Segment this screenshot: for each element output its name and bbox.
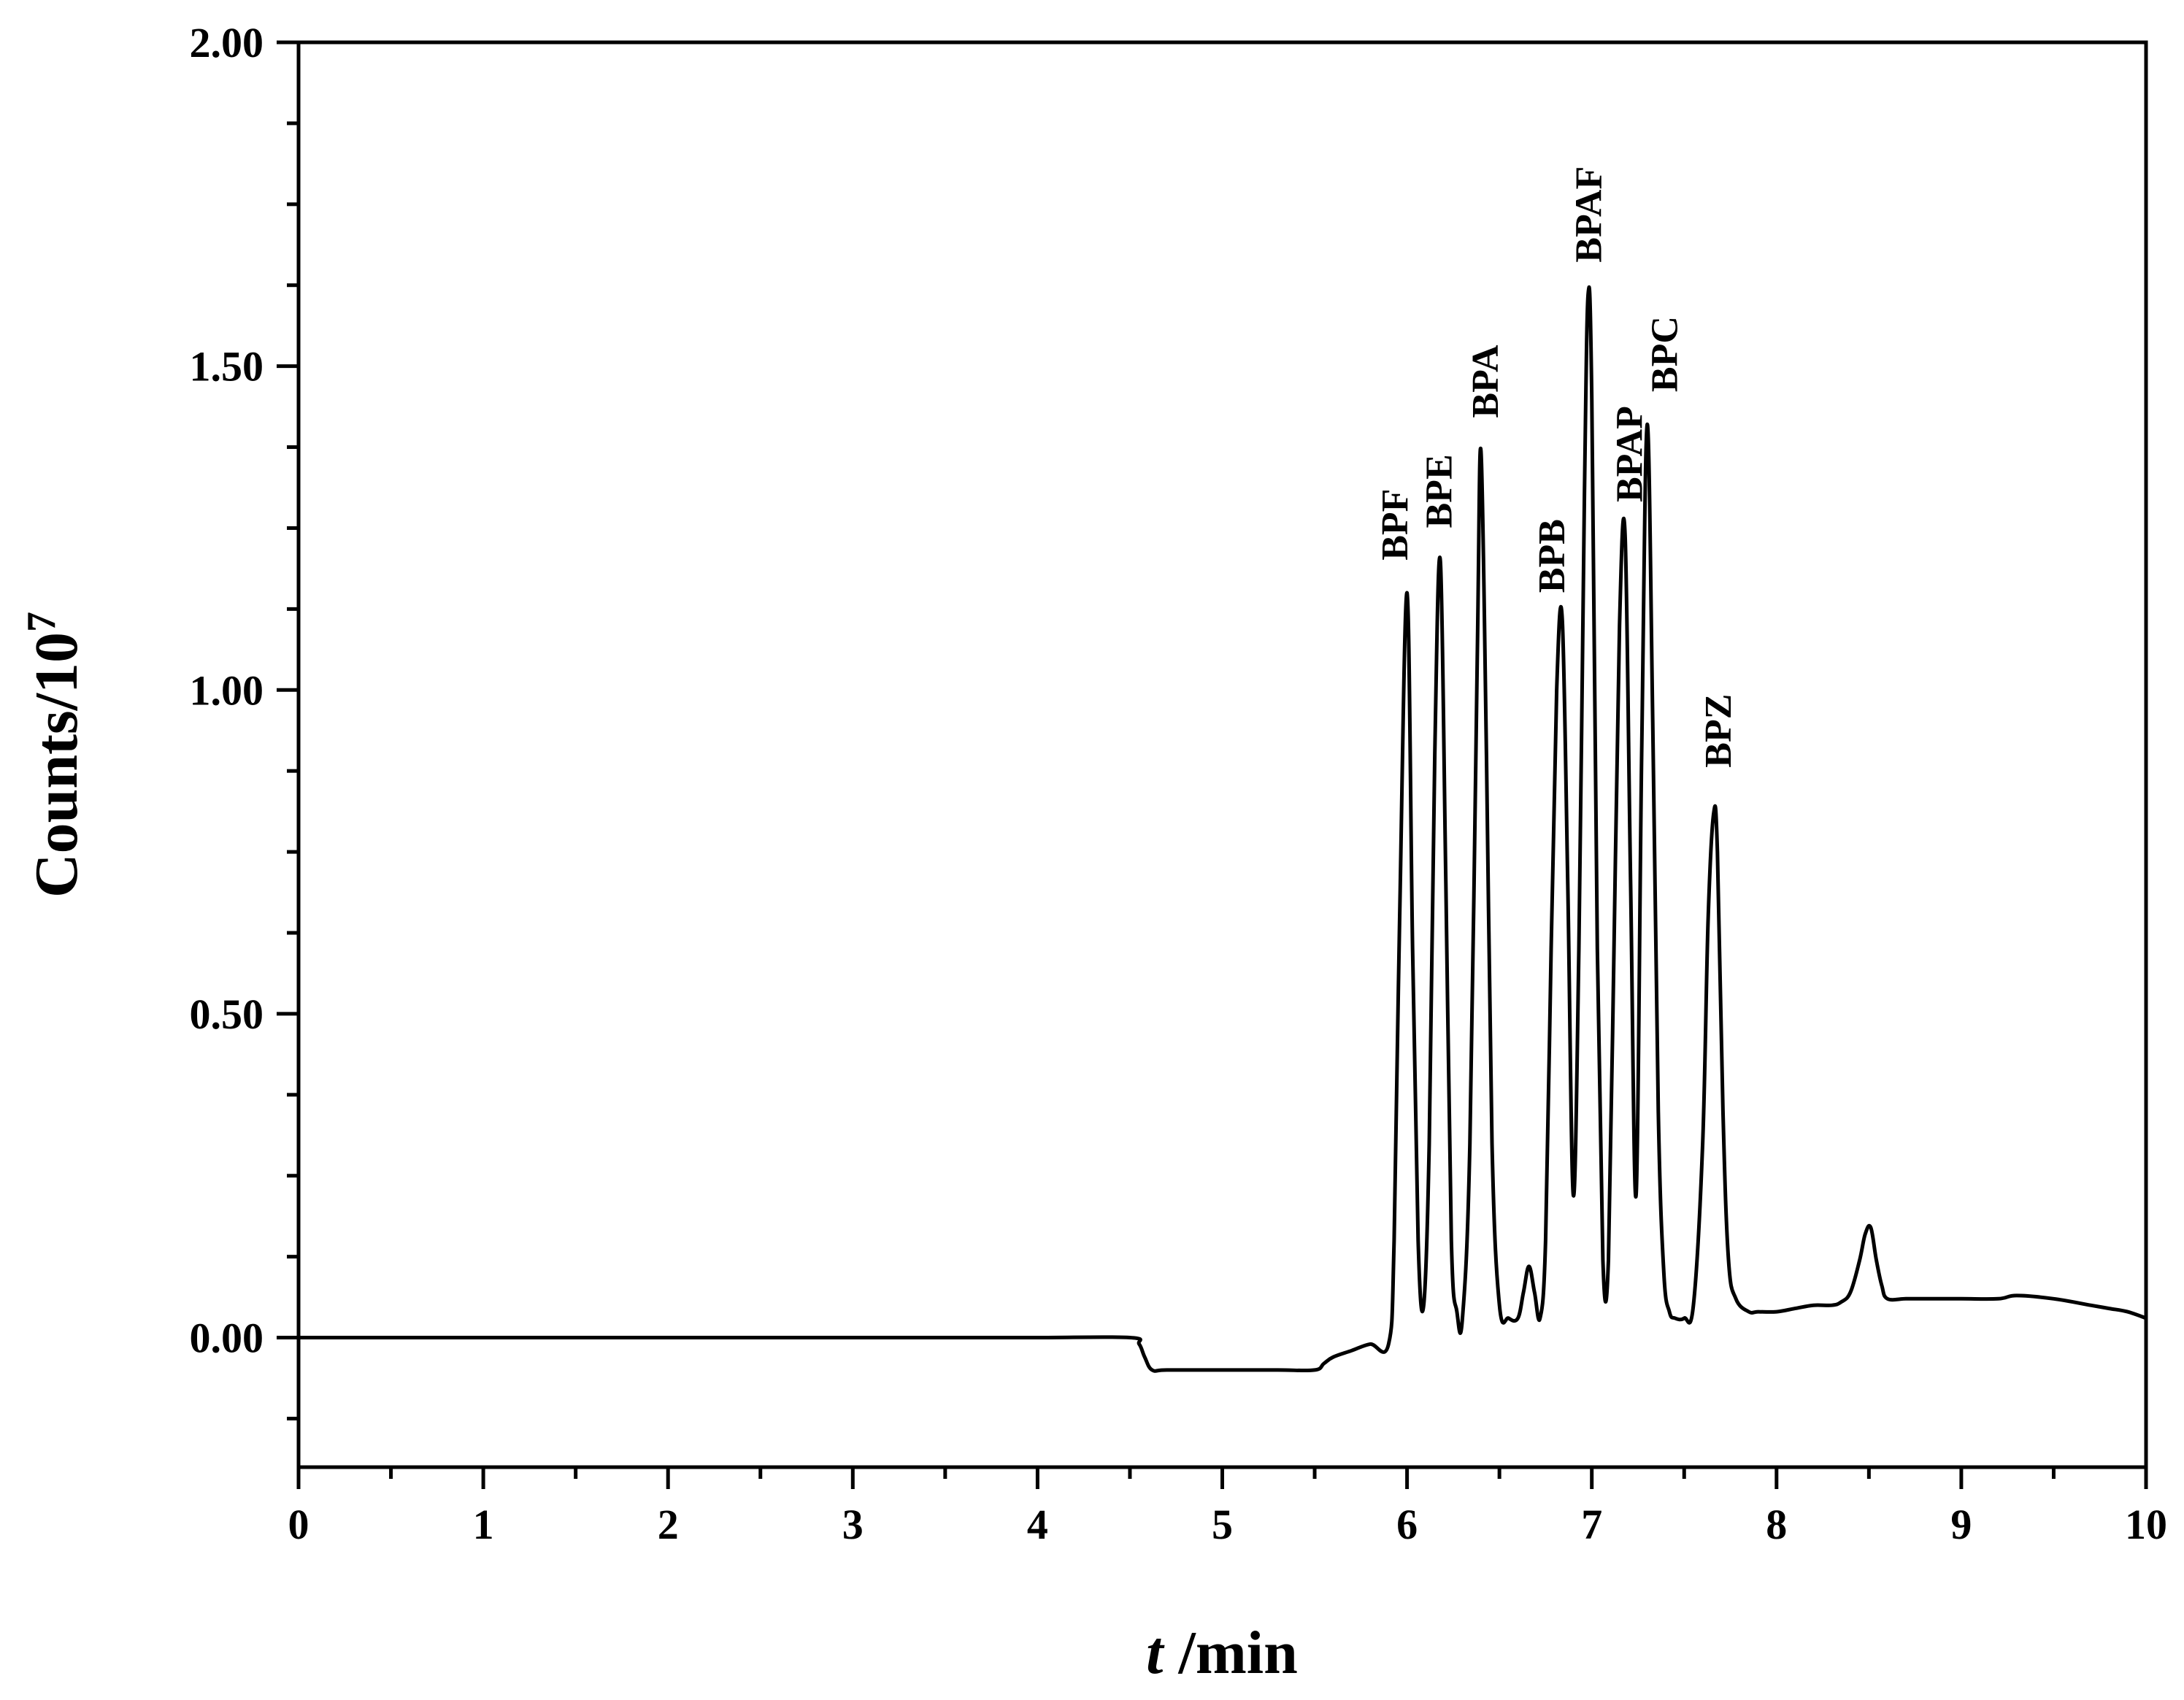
x-tick-label: 10 [2125, 1501, 2167, 1548]
x-tick-label: 1 [473, 1501, 494, 1548]
y-tick-label: 0.50 [190, 991, 264, 1038]
x-tick-label: 3 [842, 1501, 864, 1548]
x-axis-ticks: 0 1 2 3 4 5 6 7 8 9 10 [288, 1467, 2167, 1548]
x-tick-label: 5 [1212, 1501, 1233, 1548]
y-axis-title-exponent: 7 [19, 612, 64, 632]
peak-label-bpaf: BPAF [1569, 166, 1610, 263]
peak-label-bpb: BPB [1531, 519, 1573, 593]
peak-label-bpap: BPAP [1609, 406, 1650, 502]
x-tick-label: 7 [1581, 1501, 1602, 1548]
x-axis-title: t /min [1146, 1619, 1298, 1687]
peak-label-bpe: BPE [1419, 454, 1461, 528]
x-axis-title-italic: t [1146, 1619, 1165, 1687]
peak-label-bpc: BPC [1644, 316, 1685, 392]
peak-label-bpz: BPZ [1698, 694, 1739, 768]
y-axis-title-base: Counts/10 [23, 632, 91, 898]
x-tick-label: 0 [288, 1501, 309, 1548]
x-axis-title-unit: /min [1163, 1619, 1297, 1687]
y-axis-title: Counts/107 [19, 612, 91, 898]
x-tick-label: 8 [1766, 1501, 1787, 1548]
peak-label-bpf: BPF [1374, 489, 1416, 561]
peak-label-bpa: BPA [1465, 345, 1507, 418]
x-tick-label: 4 [1027, 1501, 1048, 1548]
x-tick-label: 6 [1396, 1501, 1418, 1548]
plot-area-frame [296, 40, 2148, 1469]
x-tick-label: 9 [1950, 1501, 1972, 1548]
y-tick-label: 1.00 [190, 666, 264, 714]
x-tick-label: 2 [658, 1501, 679, 1548]
y-tick-label: 0.00 [190, 1315, 264, 1362]
y-tick-label: 2.00 [190, 19, 264, 66]
y-axis-ticks: 0.00 0.50 1.00 1.50 2.00 [190, 19, 299, 1420]
y-tick-label: 1.50 [190, 343, 264, 391]
chromatogram-trace [298, 285, 2147, 1373]
